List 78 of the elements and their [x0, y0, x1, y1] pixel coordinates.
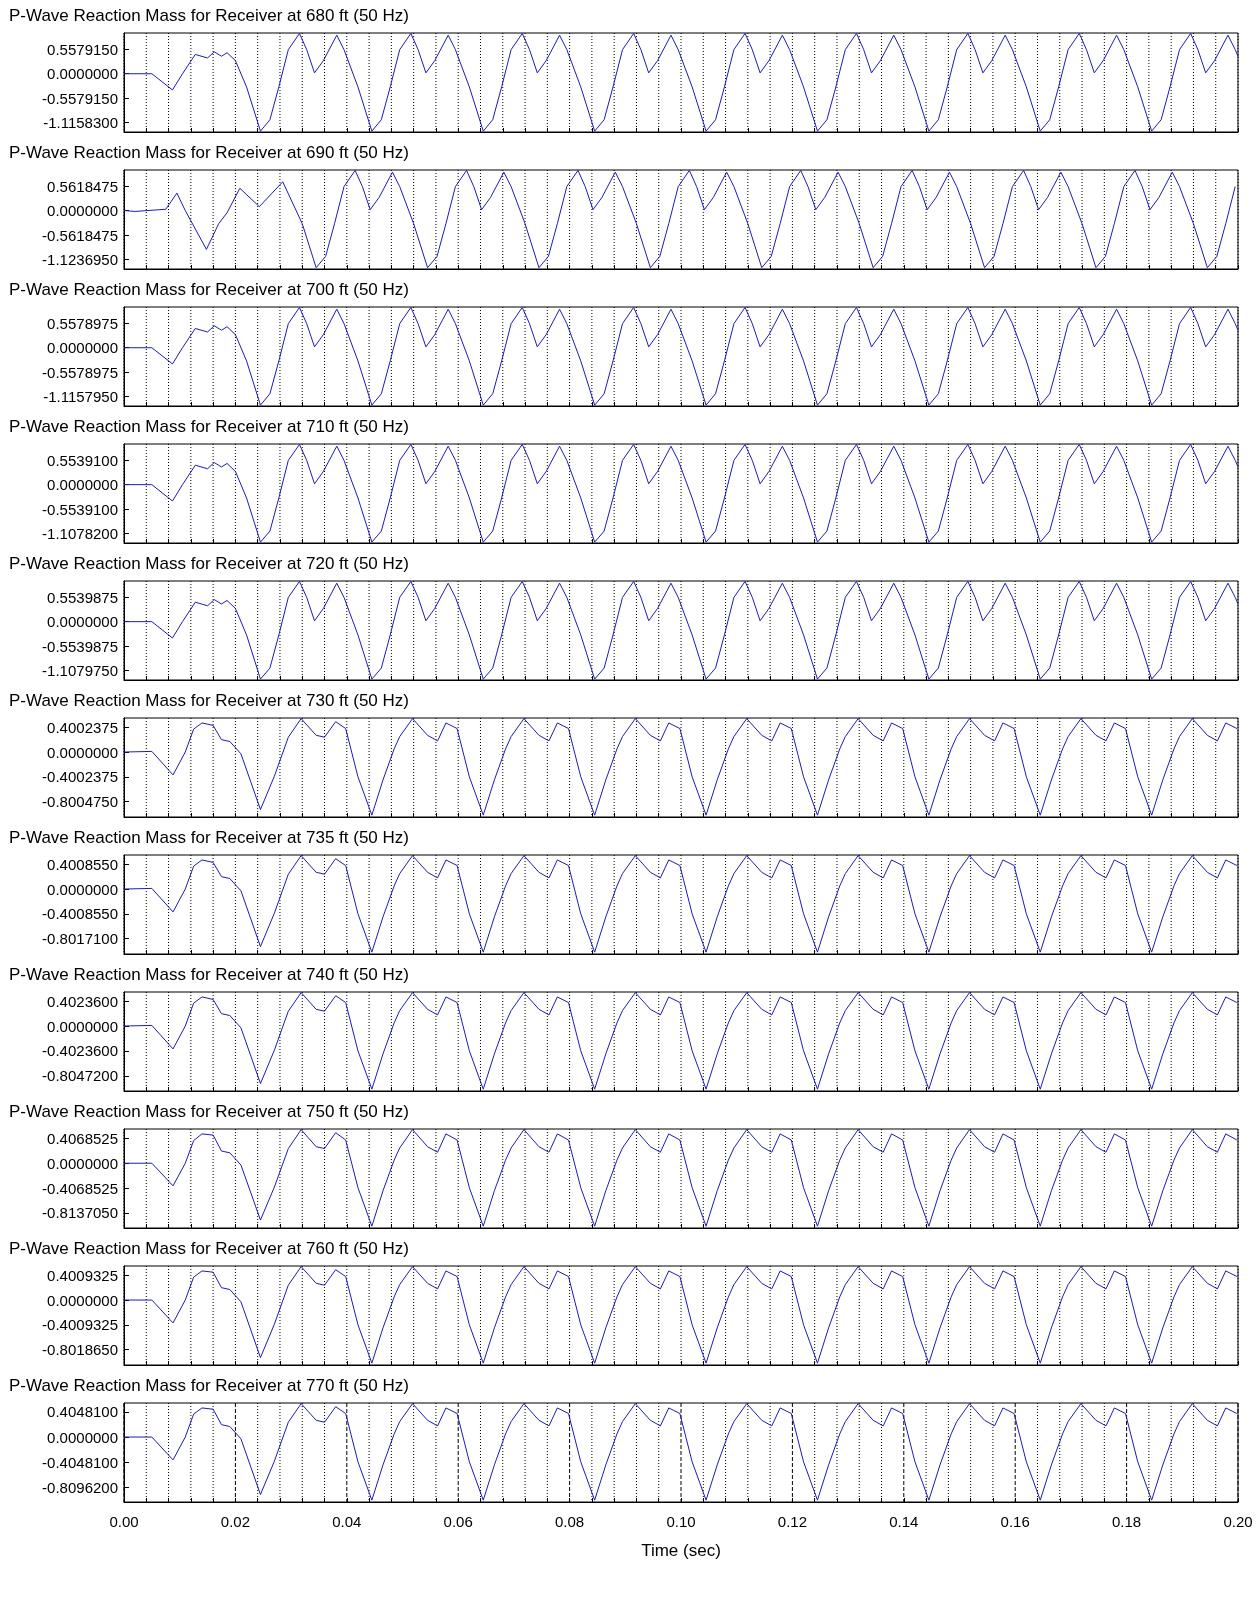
y-tick-label: -0.8047200 — [42, 1067, 118, 1085]
y-tick-label: 0.5539100 — [47, 451, 118, 469]
y-tick-label: 0.5578975 — [47, 314, 118, 332]
x-tick-label: 0.02 — [220, 1513, 250, 1530]
chart-title: P-Wave Reaction Mass for Receiver at 720 ft (50 Hz) — [9, 554, 409, 573]
y-tick-label: 0.0000000 — [47, 880, 118, 898]
y-tick-label: -0.4002375 — [42, 768, 118, 786]
y-tick-label: 0.0000000 — [47, 1291, 118, 1309]
y-tick-label: -0.8017100 — [42, 930, 118, 948]
line-series — [123, 718, 1238, 816]
y-tick-label: 0.5579150 — [47, 40, 118, 58]
line-series — [123, 443, 1239, 543]
y-tick-label: 0.4002375 — [47, 718, 118, 736]
chart-title: P-Wave Reaction Mass for Receiver at 740 ft (50 Hz) — [9, 965, 409, 984]
line-series — [123, 1266, 1238, 1364]
line-series — [123, 306, 1239, 406]
y-tick-label: -0.4008550 — [42, 905, 118, 923]
y-tick-label: 0.0000000 — [47, 1017, 118, 1035]
x-tick-label: 0.00 — [109, 1513, 139, 1530]
y-tick-label: -1.1079750 — [42, 662, 118, 680]
line-series — [123, 1129, 1238, 1227]
line-series — [123, 580, 1239, 680]
x-tick-label: 0.14 — [889, 1513, 919, 1530]
y-tick-label: 0.0000000 — [47, 65, 118, 83]
y-tick-label: -0.8004750 — [42, 793, 118, 811]
line-series — [123, 1403, 1238, 1501]
y-tick-label: -0.4068525 — [42, 1179, 118, 1197]
chart-title: P-Wave Reaction Mass for Receiver at 710 ft (50 Hz) — [9, 417, 409, 436]
y-tick-label: 0.0000000 — [47, 743, 118, 761]
x-tick-label: 0.04 — [332, 1513, 362, 1530]
y-tick-label: -1.1236950 — [42, 251, 118, 269]
y-tick-label: -1.1158300 — [43, 114, 118, 132]
y-tick-label: 0.0000000 — [47, 1154, 118, 1172]
x-tick-label: 0.08 — [555, 1513, 585, 1530]
y-tick-label: 0.4048100 — [47, 1403, 118, 1421]
y-tick-label: -0.5618475 — [42, 226, 118, 244]
y-tick-label: 0.0000000 — [47, 1428, 118, 1446]
y-tick-label: -0.8137050 — [42, 1204, 118, 1222]
y-tick-label: 0.4009325 — [47, 1266, 118, 1284]
y-tick-label: -0.5539875 — [42, 637, 118, 655]
y-tick-label: 0.0000000 — [47, 476, 118, 494]
y-tick-label: -0.4048100 — [42, 1453, 118, 1471]
chart-title: P-Wave Reaction Mass for Receiver at 730 ft (50 Hz) — [9, 691, 409, 710]
chart-title: P-Wave Reaction Mass for Receiver at 760 ft (50 Hz) — [9, 1239, 409, 1258]
chart-title: P-Wave Reaction Mass for Receiver at 735 ft (50 Hz) — [9, 828, 409, 847]
y-tick-label: -0.5539100 — [42, 500, 118, 518]
line-series — [123, 992, 1238, 1090]
y-tick-label: 0.4008550 — [47, 855, 118, 873]
y-tick-label: 0.5618475 — [47, 177, 118, 195]
y-tick-label: 0.0000000 — [47, 202, 118, 220]
chart-title: P-Wave Reaction Mass for Receiver at 690 ft (50 Hz) — [9, 143, 409, 162]
x-tick-label: 0.20 — [1223, 1513, 1253, 1530]
chart-title: P-Wave Reaction Mass for Receiver at 680 ft (50 Hz) — [9, 6, 409, 25]
y-tick-label: 0.4023600 — [47, 992, 118, 1010]
line-series — [123, 169, 1236, 269]
x-axis-title: Time (sec) — [641, 1541, 721, 1560]
y-tick-label: 0.5539875 — [47, 588, 118, 606]
x-tick-label: 0.18 — [1112, 1513, 1142, 1530]
x-tick-label: 0.16 — [1000, 1513, 1030, 1530]
y-tick-label: -0.4023600 — [42, 1042, 118, 1060]
y-tick-label: -1.1078200 — [42, 525, 118, 543]
y-tick-label: 0.0000000 — [47, 613, 118, 631]
y-tick-label: -1.1157950 — [43, 388, 118, 406]
y-tick-label: -0.8096200 — [42, 1478, 118, 1496]
y-tick-label: -0.5578975 — [42, 363, 118, 381]
line-series — [123, 855, 1238, 953]
x-tick-label: 0.06 — [443, 1513, 473, 1530]
chart-title: P-Wave Reaction Mass for Receiver at 750 ft (50 Hz) — [9, 1102, 409, 1121]
chart-title: P-Wave Reaction Mass for Receiver at 700 ft (50 Hz) — [9, 280, 409, 299]
chart-title: P-Wave Reaction Mass for Receiver at 770 ft (50 Hz) — [9, 1376, 409, 1395]
y-tick-label: 0.0000000 — [47, 339, 118, 357]
y-tick-label: -0.8018650 — [42, 1341, 118, 1359]
x-tick-label: 0.10 — [666, 1513, 696, 1530]
y-tick-label: -0.5579150 — [42, 89, 118, 107]
line-series — [123, 32, 1239, 132]
y-tick-label: -0.4009325 — [42, 1316, 118, 1334]
x-tick-label: 0.12 — [777, 1513, 807, 1530]
y-tick-label: 0.4068525 — [47, 1129, 118, 1147]
